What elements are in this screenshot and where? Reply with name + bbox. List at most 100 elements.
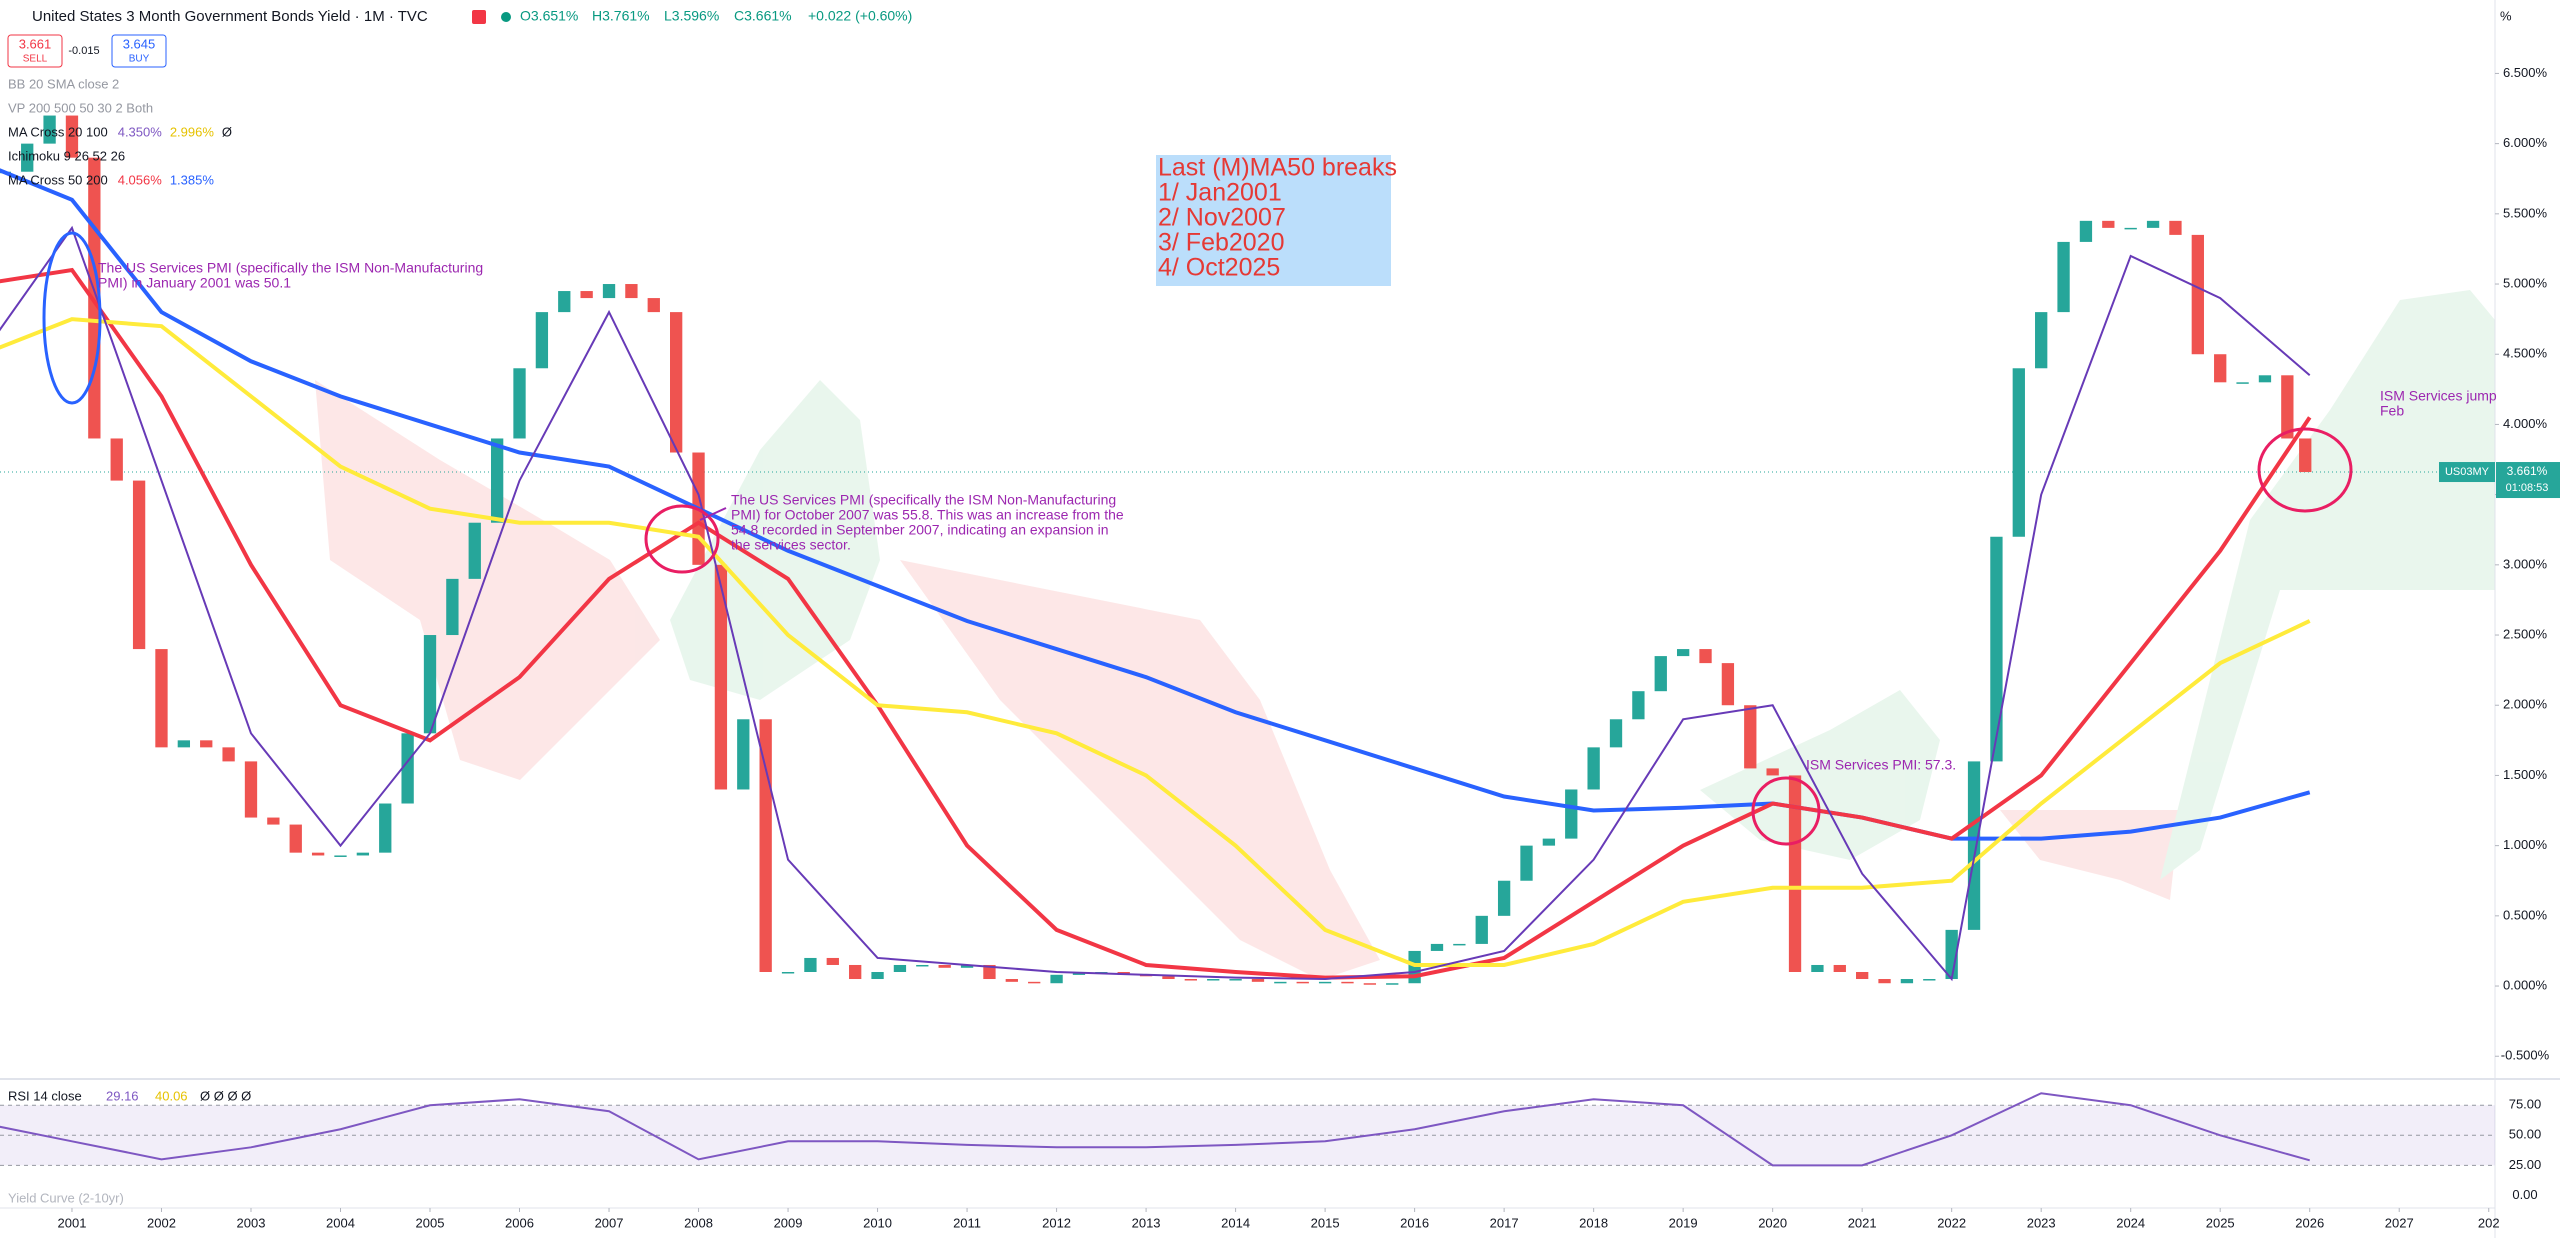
rsi-line — [0, 1092, 2310, 1167]
open: O3.651% — [520, 8, 578, 24]
candle — [132, 480, 146, 650]
note-line: PMI) in January 2001 was 50.1 — [98, 275, 291, 291]
note-line: the services sector. — [731, 537, 851, 553]
sell-button[interactable] — [7, 34, 63, 68]
candle — [334, 855, 347, 857]
x-tick-label: 2015 — [1311, 1215, 1340, 1230]
note-line: The US Services PMI (specifically the IS… — [98, 260, 483, 276]
candle — [379, 803, 392, 853]
indicator-label: MA Cross 20 100 — [8, 124, 108, 139]
note-line: PMI) for October 2007 was 55.8. This was… — [731, 507, 1124, 523]
candle — [1229, 979, 1242, 981]
symbol-tag-text: US03MY — [2445, 466, 2490, 478]
candle — [1587, 747, 1600, 790]
x-tick-label: 2020 — [1758, 1215, 1787, 1230]
rsi-tick-label: 25.00 — [2509, 1157, 2542, 1172]
y-tick-label: 1.000% — [2503, 837, 2548, 852]
x-tick-label: 2010 — [863, 1215, 892, 1230]
y-tick-label: 2.000% — [2503, 697, 2548, 712]
candle — [1542, 838, 1556, 846]
candle — [1811, 964, 1824, 972]
candle — [490, 438, 504, 523]
buy-label[interactable]: BUY — [129, 54, 150, 65]
rsi-pane — [0, 1092, 2495, 1167]
candle — [1341, 981, 1354, 984]
x-tick-label: 2016 — [1400, 1215, 1429, 1230]
candle — [916, 964, 929, 967]
y-tick-label: 4.500% — [2503, 346, 2548, 361]
rsi-tick-label: 75.00 — [2509, 1097, 2542, 1112]
note-line: Feb — [2380, 403, 2404, 419]
candle — [1565, 789, 1578, 839]
circle-2001 — [42, 231, 102, 405]
indicator-label: VP 200 500 50 30 2 Both — [8, 100, 153, 115]
rsi-label: RSI 14 close — [8, 1088, 82, 1103]
candle — [222, 747, 235, 762]
indicator-label: MA Cross 50 200 — [8, 172, 108, 187]
buy-price[interactable]: 3.645 — [123, 36, 156, 51]
note-line: ISM Services PMI: 57.3. — [1806, 757, 1956, 773]
x-tick-label: 2007 — [595, 1215, 624, 1230]
ma-line — [0, 225, 2311, 982]
candle — [2214, 354, 2227, 383]
high: H3.761% — [592, 8, 650, 24]
x-tick-label: 2019 — [1669, 1215, 1698, 1230]
candle — [1363, 983, 1377, 985]
rsi-band — [0, 1105, 2495, 1166]
candle — [1632, 691, 1645, 720]
candle — [1207, 979, 1220, 981]
candle — [2057, 241, 2070, 313]
price-axis-bg — [2495, 0, 2560, 1238]
candle — [535, 312, 549, 369]
candle — [1274, 981, 1287, 984]
candle — [200, 740, 213, 748]
note-connector — [699, 507, 727, 521]
candle — [1856, 971, 1869, 980]
candle — [1005, 979, 1018, 982]
breaks-line: 4/ Oct2025 — [1158, 254, 1280, 282]
breaks-line: Last (M)MA50 breaks — [1158, 154, 1397, 182]
candle — [1050, 974, 1063, 984]
rsi-signal: 40.06 — [155, 1088, 188, 1103]
candle — [88, 157, 101, 439]
candle — [849, 964, 862, 980]
indicator-value: 4.056% — [118, 172, 163, 187]
note-line: The US Services PMI (specifically the IS… — [731, 492, 1116, 508]
candle — [1072, 973, 1086, 975]
yield-curve-label: Yield Curve (2-10yr) — [8, 1190, 124, 1205]
candle — [155, 649, 168, 748]
candle — [647, 298, 660, 313]
x-tick-label: 2023 — [2027, 1215, 2056, 1230]
candle — [1654, 656, 1667, 692]
candle — [893, 964, 907, 972]
candle — [513, 368, 526, 439]
circle-2007 — [644, 504, 720, 574]
x-tick-label: 2022 — [1937, 1215, 1966, 1230]
candle — [1609, 719, 1623, 748]
indicator-value: 1.385% — [170, 172, 215, 187]
candle — [289, 824, 302, 853]
y-tick-label: 2.500% — [2503, 626, 2548, 641]
candle — [1408, 950, 1421, 984]
x-tick-label: 2014 — [1221, 1215, 1250, 1230]
low: L3.596% — [664, 8, 719, 24]
rsi-tick-label: 0.00 — [2512, 1187, 2537, 1202]
buy-button[interactable] — [111, 34, 167, 68]
rsi-value: 29.16 — [106, 1088, 139, 1103]
candle — [2012, 368, 2025, 537]
symbol-title[interactable]: United States 3 Month Government Bonds Y… — [32, 8, 428, 25]
candle — [244, 761, 258, 818]
candle — [1028, 981, 1041, 984]
market-status — [501, 12, 511, 22]
candle — [983, 964, 996, 980]
candle — [1676, 649, 1690, 657]
flag-icon[interactable] — [472, 10, 486, 24]
candle — [423, 635, 437, 734]
sell-label[interactable]: SELL — [23, 54, 48, 65]
candle — [110, 438, 123, 481]
candle — [1721, 663, 1735, 706]
spread: -0.015 — [68, 45, 99, 57]
x-tick-label: 2002 — [147, 1215, 176, 1230]
x-tick-label: 2001 — [58, 1215, 87, 1230]
sell-price[interactable]: 3.661 — [19, 36, 52, 51]
